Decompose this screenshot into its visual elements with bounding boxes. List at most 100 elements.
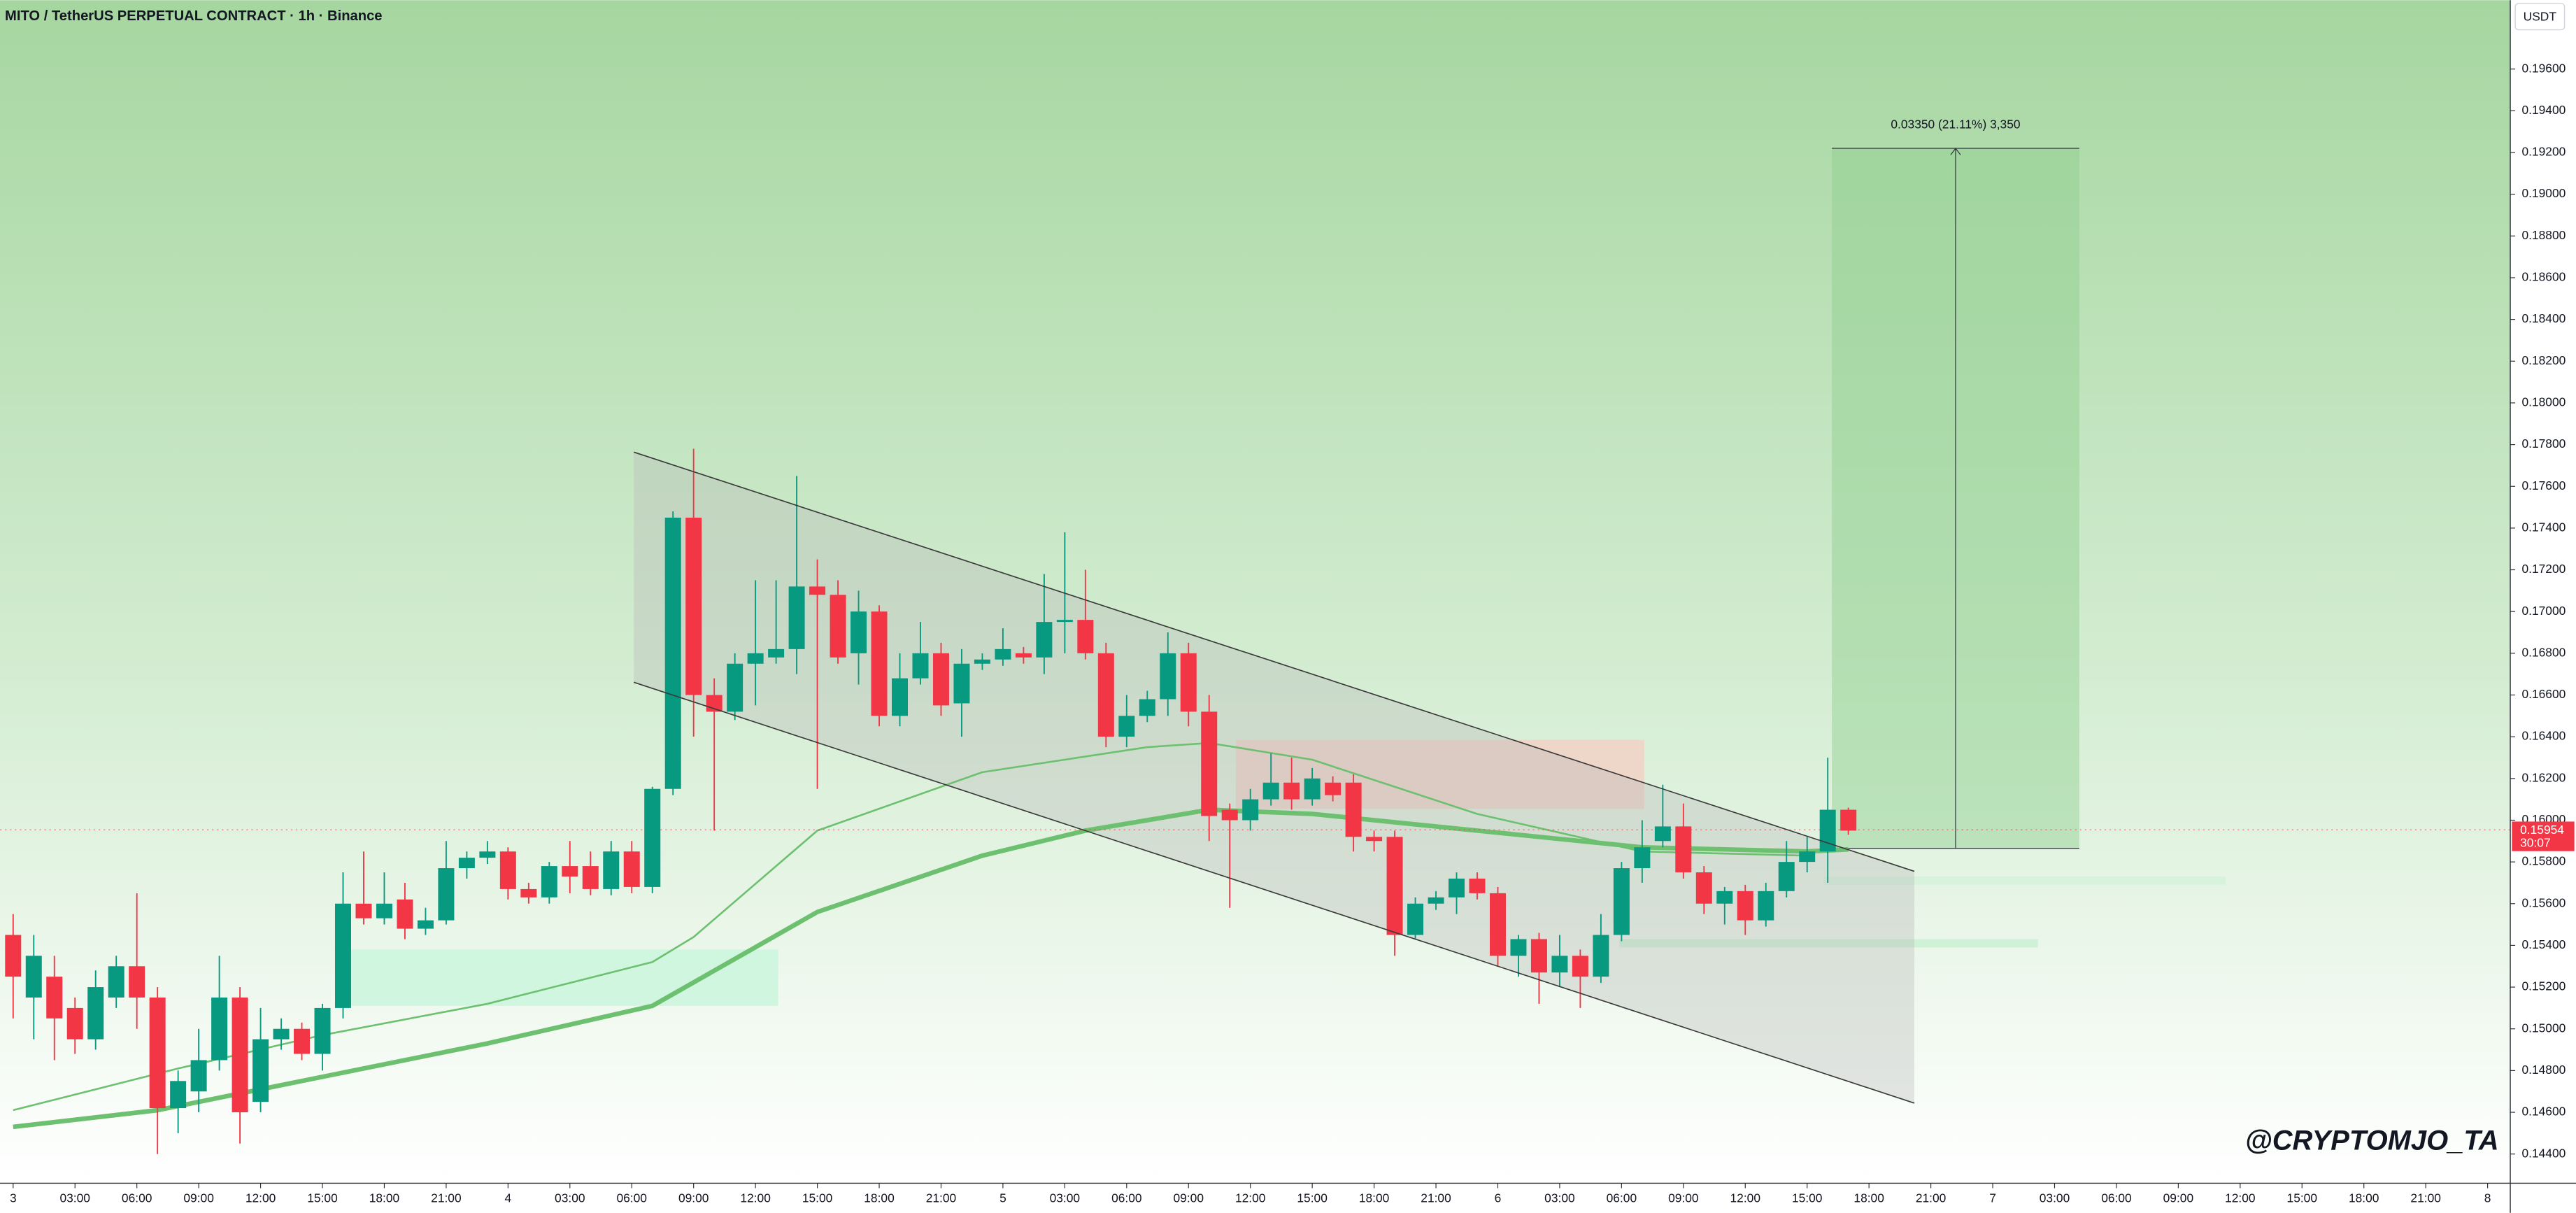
candle-body <box>458 858 475 869</box>
candle-body <box>871 611 888 716</box>
candle-body <box>809 586 826 595</box>
candle-body <box>520 888 537 898</box>
x-tick-label: 03:00 <box>2040 1191 2070 1205</box>
x-tick-label: 06:00 <box>122 1191 152 1205</box>
x-tick-label: 7 <box>1989 1191 1996 1205</box>
candle-body <box>1118 716 1135 737</box>
zone <box>1236 739 1644 809</box>
x-tick-label: 15:00 <box>1297 1191 1327 1205</box>
candle-body <box>644 788 661 887</box>
candle-body <box>1262 782 1279 800</box>
y-tick-label: 0.15000 <box>2521 1021 2566 1035</box>
x-tick-label: 5 <box>999 1191 1006 1205</box>
candle-body <box>1572 956 1588 977</box>
candle-body <box>830 595 846 658</box>
x-tick-label: 09:00 <box>183 1191 213 1205</box>
y-tick-label: 0.16800 <box>2521 645 2566 659</box>
last-price-label: 0.15954 <box>2520 823 2564 837</box>
watermark: @CRYPTOMJO_TA <box>2245 1125 2499 1156</box>
y-tick-label: 0.15600 <box>2521 895 2566 909</box>
price-axis-panel <box>2510 0 2576 1213</box>
candle-body <box>46 977 63 1019</box>
moving-average <box>13 807 1849 1130</box>
zone <box>1619 939 2038 948</box>
y-tick-label: 0.18000 <box>2521 395 2566 409</box>
candle-body <box>932 653 949 706</box>
x-tick-label: 21:00 <box>431 1191 461 1205</box>
y-tick-label: 0.16400 <box>2521 729 2566 743</box>
x-tick-label: 09:00 <box>1174 1191 1204 1205</box>
y-tick-label: 0.17600 <box>2521 478 2566 492</box>
candle-body <box>1242 799 1259 821</box>
x-tick-label: 12:00 <box>1730 1191 1760 1205</box>
candle-body <box>1449 878 1465 898</box>
trendline <box>633 681 1915 1104</box>
candle-body <box>397 899 413 929</box>
y-tick-label: 0.18400 <box>2521 311 2566 325</box>
candle-body <box>1056 620 1073 623</box>
candle-body <box>190 1060 207 1092</box>
zone <box>345 949 778 1006</box>
currency-button-label[interactable]: USDT <box>2524 10 2557 24</box>
x-tick-label: 15:00 <box>2287 1191 2317 1205</box>
candle-body <box>1654 826 1671 842</box>
candle-body <box>1036 622 1053 658</box>
x-tick-label: 4 <box>505 1191 512 1205</box>
x-tick-label: 21:00 <box>2410 1191 2440 1205</box>
x-tick-label: 21:00 <box>926 1191 956 1205</box>
x-tick-label: 18:00 <box>864 1191 894 1205</box>
x-tick-label: 03:00 <box>555 1191 585 1205</box>
x-tick-label: 09:00 <box>1668 1191 1698 1205</box>
candle-body <box>1283 782 1300 800</box>
x-tick-label: 18:00 <box>1853 1191 1884 1205</box>
y-tick-label: 0.18600 <box>2521 270 2566 284</box>
x-tick-label: 03:00 <box>1544 1191 1574 1205</box>
candle-body <box>499 851 516 889</box>
candle-body <box>1345 782 1362 837</box>
x-tick-label: 12:00 <box>740 1191 770 1205</box>
candle-body <box>108 966 124 998</box>
x-tick-label: 12:00 <box>2225 1191 2255 1205</box>
y-tick-label: 0.14600 <box>2521 1105 2566 1119</box>
candle-body <box>1304 778 1321 800</box>
candle-body <box>995 648 1011 660</box>
candle-body <box>417 920 434 929</box>
y-tick-label: 0.16200 <box>2521 770 2566 784</box>
x-tick-label: 18:00 <box>369 1191 399 1205</box>
candle-body <box>1737 891 1753 921</box>
x-tick-label: 06:00 <box>2101 1191 2131 1205</box>
x-tick-label: 09:00 <box>678 1191 709 1205</box>
currency-button[interactable] <box>2514 3 2566 31</box>
candle-body <box>727 663 743 712</box>
candle-body <box>376 903 392 918</box>
candle-body <box>953 663 970 704</box>
y-tick-label: 0.17200 <box>2521 562 2566 576</box>
x-tick-label: 15:00 <box>307 1191 337 1205</box>
x-tick-label: 15:00 <box>802 1191 832 1205</box>
measure-arrowhead <box>1950 148 1961 155</box>
candle-body <box>892 678 909 716</box>
trendline <box>633 451 1915 872</box>
candle-body <box>664 517 681 789</box>
candle-body <box>788 586 805 649</box>
y-tick-label: 0.19200 <box>2521 145 2566 159</box>
x-tick-label: 03:00 <box>1050 1191 1080 1205</box>
candle-body <box>1695 872 1712 904</box>
candle-body <box>768 648 785 658</box>
candle-body <box>1139 699 1155 716</box>
candle-body <box>129 966 145 998</box>
candle-body <box>1180 653 1197 712</box>
x-tick-label: 8 <box>2484 1191 2491 1205</box>
candle-body <box>1428 897 1444 904</box>
candle-body <box>438 868 455 921</box>
candle-body <box>603 851 620 889</box>
candles <box>5 448 1857 1154</box>
candle-body <box>1201 711 1218 816</box>
y-tick-label: 0.15800 <box>2521 854 2566 868</box>
x-tick-label: 06:00 <box>1111 1191 1141 1205</box>
candle-body <box>314 1007 331 1054</box>
candle-body <box>66 1007 83 1040</box>
candle-body <box>1366 837 1383 842</box>
